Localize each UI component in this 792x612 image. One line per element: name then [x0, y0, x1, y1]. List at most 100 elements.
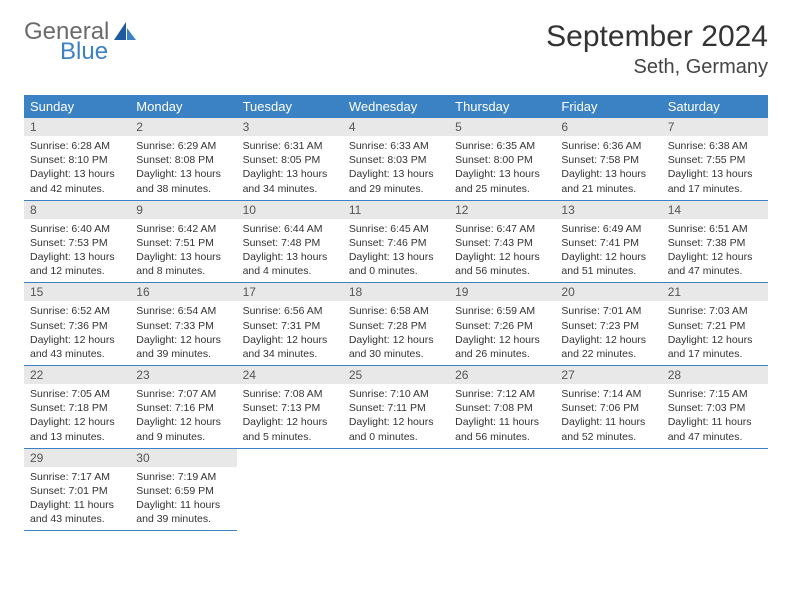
- day-cell: 26Sunrise: 7:12 AMSunset: 7:08 PMDayligh…: [449, 366, 555, 449]
- sunset-text: Sunset: 8:00 PM: [455, 153, 549, 167]
- day-body: Sunrise: 6:36 AMSunset: 7:58 PMDaylight:…: [555, 136, 661, 200]
- day-number: 3: [237, 118, 343, 136]
- week-row: 29Sunrise: 7:17 AMSunset: 7:01 PMDayligh…: [24, 448, 768, 531]
- sunset-text: Sunset: 7:58 PM: [561, 153, 655, 167]
- day-body: Sunrise: 6:54 AMSunset: 7:33 PMDaylight:…: [130, 301, 236, 365]
- day-cell: 17Sunrise: 6:56 AMSunset: 7:31 PMDayligh…: [237, 283, 343, 366]
- day-number: 19: [449, 283, 555, 301]
- daylight-text: Daylight: 12 hours and 43 minutes.: [30, 333, 124, 361]
- day-number: 9: [130, 201, 236, 219]
- sunrise-text: Sunrise: 6:29 AM: [136, 139, 230, 153]
- weekday-header: Tuesday: [237, 95, 343, 118]
- day-number: 20: [555, 283, 661, 301]
- daylight-text: Daylight: 12 hours and 0 minutes.: [349, 415, 443, 443]
- sunrise-text: Sunrise: 6:52 AM: [30, 304, 124, 318]
- sunset-text: Sunset: 7:11 PM: [349, 401, 443, 415]
- daylight-text: Daylight: 11 hours and 43 minutes.: [30, 498, 124, 526]
- sunrise-text: Sunrise: 6:36 AM: [561, 139, 655, 153]
- daylight-text: Daylight: 11 hours and 52 minutes.: [561, 415, 655, 443]
- sunset-text: Sunset: 8:10 PM: [30, 153, 124, 167]
- daylight-text: Daylight: 13 hours and 38 minutes.: [136, 167, 230, 195]
- day-cell: 20Sunrise: 7:01 AMSunset: 7:23 PMDayligh…: [555, 283, 661, 366]
- day-cell: 4Sunrise: 6:33 AMSunset: 8:03 PMDaylight…: [343, 118, 449, 200]
- sunrise-text: Sunrise: 6:42 AM: [136, 222, 230, 236]
- day-cell: 29Sunrise: 7:17 AMSunset: 7:01 PMDayligh…: [24, 448, 130, 531]
- daylight-text: Daylight: 13 hours and 25 minutes.: [455, 167, 549, 195]
- sunset-text: Sunset: 7:23 PM: [561, 319, 655, 333]
- sunrise-text: Sunrise: 7:19 AM: [136, 470, 230, 484]
- day-number: 23: [130, 366, 236, 384]
- sunrise-text: Sunrise: 6:59 AM: [455, 304, 549, 318]
- day-cell: 2 Sunrise: 6:29 AMSunset: 8:08 PMDaylight…: [130, 118, 236, 200]
- weekday-header: Thursday: [449, 95, 555, 118]
- day-cell: 3Sunrise: 6:31 AMSunset: 8:05 PMDaylight…: [237, 118, 343, 200]
- day-body: Sunrise: 6:52 AMSunset: 7:36 PMDaylight:…: [24, 301, 130, 365]
- sunset-text: Sunset: 6:59 PM: [136, 484, 230, 498]
- day-cell: [662, 448, 768, 531]
- day-cell: 8Sunrise: 6:40 AMSunset: 7:53 PMDaylight…: [24, 200, 130, 283]
- day-cell: 27Sunrise: 7:14 AMSunset: 7:06 PMDayligh…: [555, 366, 661, 449]
- day-number: 2: [130, 118, 236, 136]
- day-cell: 24Sunrise: 7:08 AMSunset: 7:13 PMDayligh…: [237, 366, 343, 449]
- day-number: 11: [343, 201, 449, 219]
- sunset-text: Sunset: 8:08 PM: [136, 153, 230, 167]
- sunrise-text: Sunrise: 7:01 AM: [561, 304, 655, 318]
- day-cell: 6Sunrise: 6:36 AMSunset: 7:58 PMDaylight…: [555, 118, 661, 200]
- day-number: 4: [343, 118, 449, 136]
- daylight-text: Daylight: 11 hours and 39 minutes.: [136, 498, 230, 526]
- weekday-header: Friday: [555, 95, 661, 118]
- day-body: Sunrise: 6:28 AMSunset: 8:10 PMDaylight:…: [24, 136, 130, 200]
- sunset-text: Sunset: 7:18 PM: [30, 401, 124, 415]
- day-number: 10: [237, 201, 343, 219]
- day-cell: 10Sunrise: 6:44 AMSunset: 7:48 PMDayligh…: [237, 200, 343, 283]
- logo: General Blue: [24, 20, 136, 64]
- daylight-text: Daylight: 12 hours and 9 minutes.: [136, 415, 230, 443]
- calendar-table: Sunday Monday Tuesday Wednesday Thursday…: [24, 95, 768, 531]
- day-cell: 19Sunrise: 6:59 AMSunset: 7:26 PMDayligh…: [449, 283, 555, 366]
- weekday-header: Saturday: [662, 95, 768, 118]
- daylight-text: Daylight: 13 hours and 4 minutes.: [243, 250, 337, 278]
- sunrise-text: Sunrise: 6:45 AM: [349, 222, 443, 236]
- day-number: 28: [662, 366, 768, 384]
- day-body: Sunrise: 7:15 AMSunset: 7:03 PMDaylight:…: [662, 384, 768, 448]
- day-body: Sunrise: 6:59 AMSunset: 7:26 PMDaylight:…: [449, 301, 555, 365]
- daylight-text: Daylight: 12 hours and 30 minutes.: [349, 333, 443, 361]
- sunset-text: Sunset: 7:08 PM: [455, 401, 549, 415]
- sunrise-text: Sunrise: 6:31 AM: [243, 139, 337, 153]
- weekday-header: Monday: [130, 95, 236, 118]
- sunrise-text: Sunrise: 6:28 AM: [30, 139, 124, 153]
- day-body: Sunrise: 6:44 AMSunset: 7:48 PMDaylight:…: [237, 219, 343, 283]
- logo-sail-icon: [114, 22, 136, 40]
- sunset-text: Sunset: 7:55 PM: [668, 153, 762, 167]
- day-body: Sunrise: 6:51 AMSunset: 7:38 PMDaylight:…: [662, 219, 768, 283]
- sunrise-text: Sunrise: 7:05 AM: [30, 387, 124, 401]
- day-cell: 23Sunrise: 7:07 AMSunset: 7:16 PMDayligh…: [130, 366, 236, 449]
- sunset-text: Sunset: 7:33 PM: [136, 319, 230, 333]
- sunset-text: Sunset: 7:03 PM: [668, 401, 762, 415]
- sunset-text: Sunset: 7:46 PM: [349, 236, 443, 250]
- sunrise-text: Sunrise: 6:51 AM: [668, 222, 762, 236]
- sunset-text: Sunset: 7:48 PM: [243, 236, 337, 250]
- sunrise-text: Sunrise: 6:35 AM: [455, 139, 549, 153]
- sunset-text: Sunset: 7:36 PM: [30, 319, 124, 333]
- daylight-text: Daylight: 13 hours and 0 minutes.: [349, 250, 443, 278]
- day-number: 14: [662, 201, 768, 219]
- sunrise-text: Sunrise: 6:47 AM: [455, 222, 549, 236]
- sunset-text: Sunset: 7:38 PM: [668, 236, 762, 250]
- day-number: 8: [24, 201, 130, 219]
- day-number: 13: [555, 201, 661, 219]
- week-row: 8Sunrise: 6:40 AMSunset: 7:53 PMDaylight…: [24, 200, 768, 283]
- day-number: 17: [237, 283, 343, 301]
- day-number: 15: [24, 283, 130, 301]
- sunrise-text: Sunrise: 7:08 AM: [243, 387, 337, 401]
- daylight-text: Daylight: 11 hours and 56 minutes.: [455, 415, 549, 443]
- sunrise-text: Sunrise: 6:33 AM: [349, 139, 443, 153]
- day-body: Sunrise: 6:33 AMSunset: 8:03 PMDaylight:…: [343, 136, 449, 200]
- daylight-text: Daylight: 12 hours and 56 minutes.: [455, 250, 549, 278]
- day-number: 16: [130, 283, 236, 301]
- week-row: 1Sunrise: 6:28 AMSunset: 8:10 PMDaylight…: [24, 118, 768, 200]
- day-number: 12: [449, 201, 555, 219]
- daylight-text: Daylight: 13 hours and 34 minutes.: [243, 167, 337, 195]
- day-number: 21: [662, 283, 768, 301]
- day-cell: 28Sunrise: 7:15 AMSunset: 7:03 PMDayligh…: [662, 366, 768, 449]
